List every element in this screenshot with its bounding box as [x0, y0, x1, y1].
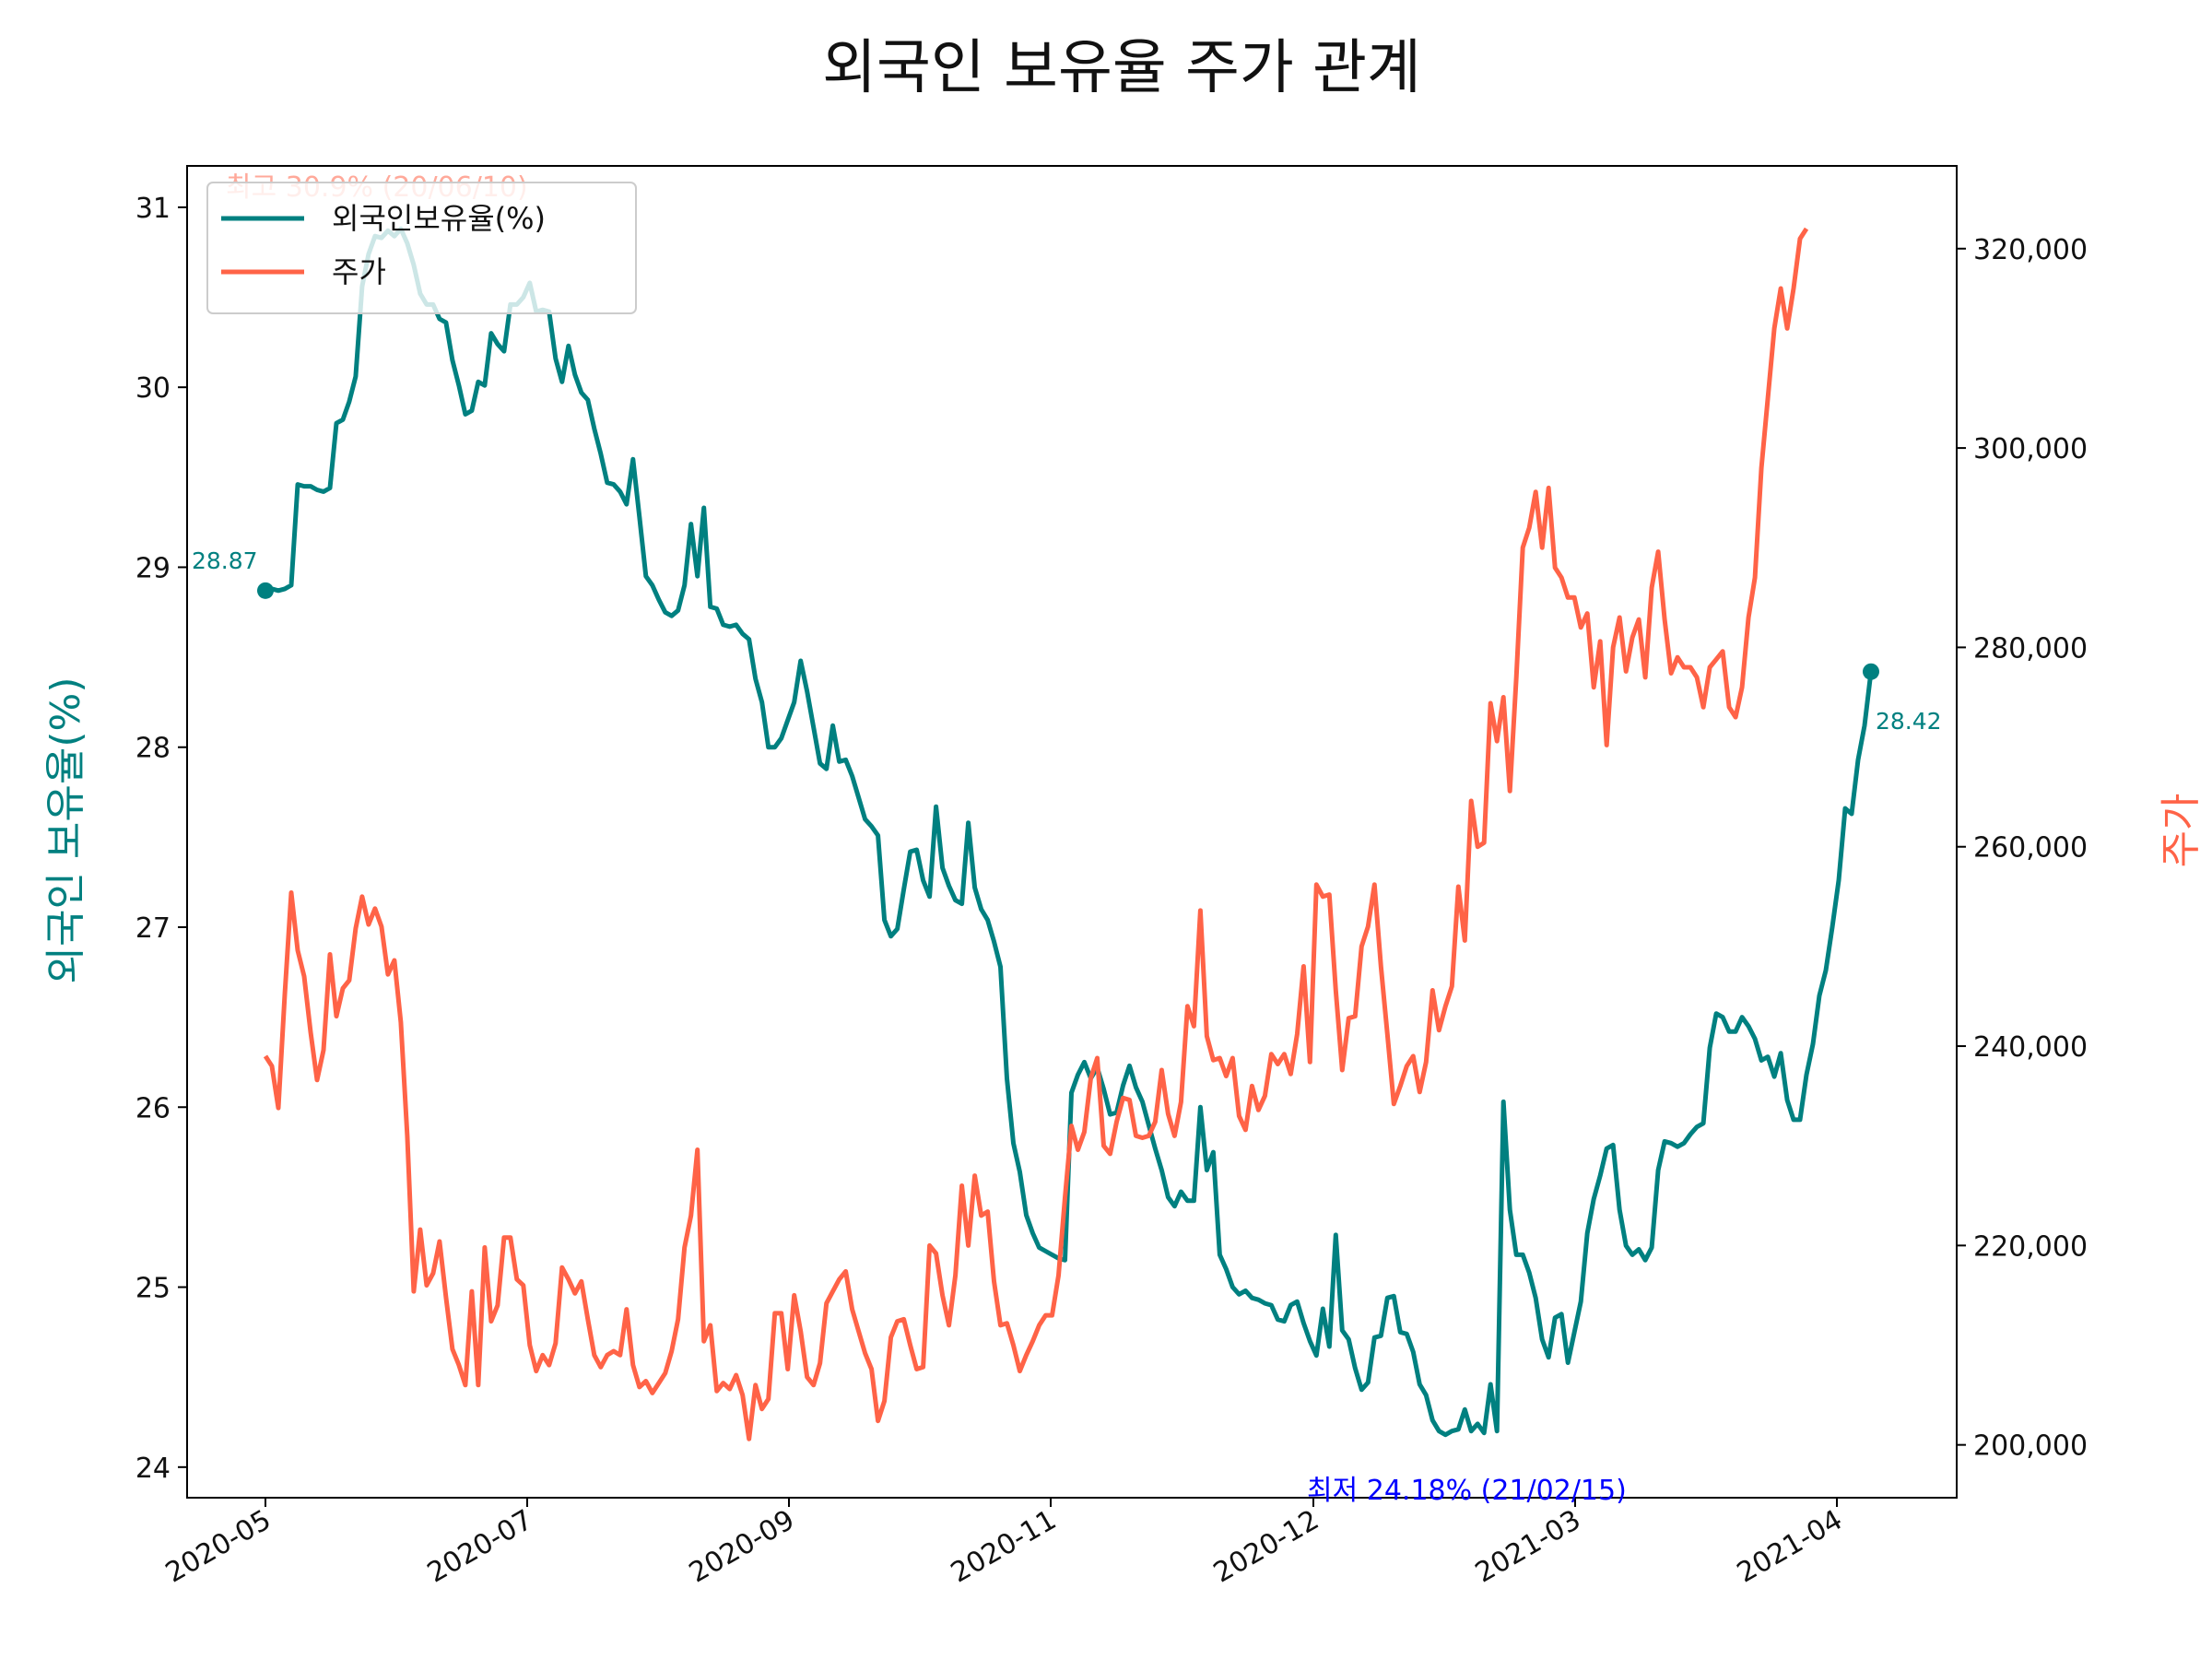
- legend-label-foreign-ratio: 외국인보유율(%): [332, 201, 546, 236]
- y-axis-left: 24 25 26 27 28 29 30 31: [135, 193, 187, 1485]
- min-annotation: 최저 24.18% (21/02/15): [1307, 1475, 1627, 1507]
- y-right-tick-label: 300,000: [1973, 433, 2088, 465]
- x-tick-label: 2020-09: [684, 1504, 800, 1590]
- y-left-tick-label: 25: [135, 1273, 171, 1305]
- end-value-label: 28.42: [1876, 708, 1942, 735]
- legend-box: [206, 182, 637, 314]
- chart-title: 외국인 보유율 주가 관계: [822, 34, 1421, 102]
- start-point: [257, 582, 274, 599]
- y-axis-left-label: 외국인 보유율(%): [42, 677, 89, 983]
- y-right-tick-label: 320,000: [1973, 234, 2088, 266]
- start-value-label: 28.87: [192, 547, 258, 574]
- x-tick-label: 2020-12: [1208, 1504, 1324, 1590]
- end-point: [1863, 663, 1879, 680]
- x-axis: 2020-05 2020-07 2020-09 2020-11 2020-12 2021-…: [160, 1498, 1848, 1590]
- y-left-tick-label: 26: [135, 1092, 171, 1124]
- plot-frame: [186, 165, 1958, 1499]
- x-tick-label: 2020-07: [422, 1504, 538, 1590]
- y-left-tick-label: 31: [135, 193, 171, 225]
- series-line-price: [263, 227, 1809, 1441]
- x-tick-label: 2021-03: [1470, 1504, 1586, 1590]
- legend: 외국인보유율(%) 주가: [206, 182, 637, 314]
- legend-label-price: 주가: [332, 254, 386, 289]
- y-right-tick-label: 220,000: [1973, 1230, 2088, 1263]
- plot-area: [186, 165, 1958, 1499]
- y-left-tick-label: 29: [135, 552, 171, 584]
- y-right-tick-label: 200,000: [1973, 1430, 2088, 1463]
- y-right-tick-label: 260,000: [1973, 832, 2088, 865]
- y-axis-right: 200,000 220,000 240,000 260,000 280,000 300,0…: [1957, 234, 2088, 1463]
- x-tick-label: 2020-05: [160, 1504, 276, 1590]
- y-left-tick-label: 28: [135, 733, 171, 765]
- series-line-foreign-ratio: [265, 226, 1874, 1438]
- y-left-tick-label: 24: [135, 1453, 171, 1485]
- y-left-tick-label: 27: [135, 912, 171, 945]
- y-right-tick-label: 280,000: [1973, 632, 2088, 665]
- y-right-tick-label: 240,000: [1973, 1031, 2088, 1064]
- y-left-tick-label: 30: [135, 372, 171, 405]
- x-tick-label: 2021-04: [1732, 1504, 1848, 1590]
- x-tick-label: 2020-11: [946, 1504, 1062, 1590]
- y-axis-right-label: 주가: [2158, 794, 2205, 868]
